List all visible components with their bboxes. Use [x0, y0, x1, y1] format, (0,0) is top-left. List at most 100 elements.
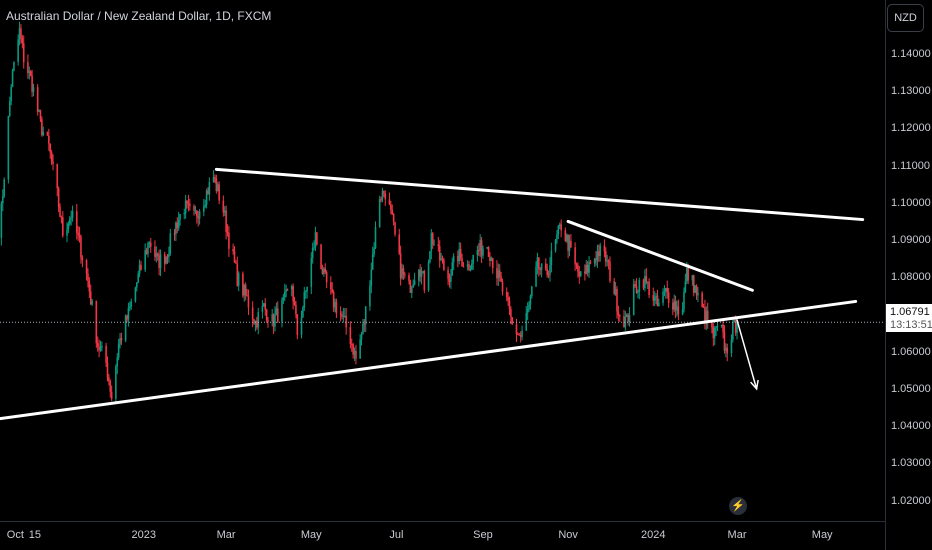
- candle-body: [733, 319, 736, 323]
- candle-body: [98, 346, 100, 351]
- candle-body: [554, 239, 557, 251]
- candle-body: [574, 247, 576, 264]
- candle-body: [144, 250, 146, 270]
- candle-body: [595, 258, 597, 261]
- candle-body: [78, 234, 81, 238]
- candle-body: [497, 270, 500, 279]
- candle-body: [685, 267, 688, 282]
- candle-body: [567, 234, 569, 251]
- candle-body: [134, 287, 137, 302]
- candle-body: [283, 291, 286, 298]
- candle-body: [538, 257, 540, 270]
- candle-body: [394, 222, 396, 235]
- candle-body: [665, 287, 667, 291]
- candle-body: [29, 71, 32, 76]
- candle-body: [323, 268, 325, 274]
- candle-body: [486, 247, 488, 249]
- candle-body: [310, 258, 313, 287]
- candle-body: [402, 268, 405, 275]
- candle-body: [300, 317, 303, 335]
- candle-body: [498, 270, 501, 278]
- candle-body: [609, 262, 611, 282]
- candle-body: [175, 222, 177, 235]
- candle-body: [196, 210, 198, 217]
- candle-body: [704, 307, 706, 323]
- candle-body: [558, 224, 561, 226]
- candle-body: [124, 315, 127, 341]
- x-tick-label: Jul: [389, 529, 404, 541]
- candle-body: [311, 248, 314, 259]
- candle-body: [71, 211, 74, 218]
- candle-body: [70, 217, 72, 219]
- candle-body: [673, 301, 676, 310]
- candle-body: [505, 291, 508, 297]
- candle-body: [544, 263, 547, 269]
- candle-body: [194, 210, 197, 212]
- candle-body: [451, 262, 454, 276]
- candle-body: [296, 314, 299, 335]
- candle-body: [725, 347, 727, 351]
- candle-body: [302, 307, 304, 318]
- candle-body: [546, 268, 548, 275]
- candle-body: [585, 264, 588, 274]
- candle-body: [500, 277, 502, 282]
- candle-body: [469, 269, 472, 271]
- candle-body: [359, 339, 361, 359]
- currency-badge[interactable]: NZD: [887, 4, 924, 32]
- candle-body: [653, 296, 656, 301]
- candle-body: [437, 244, 440, 247]
- candle-body: [429, 251, 431, 263]
- candle-body: [274, 314, 276, 327]
- x-tick-label: 15: [28, 529, 42, 541]
- candle-body: [214, 176, 216, 179]
- candle-body: [316, 232, 318, 245]
- candle-body: [41, 119, 43, 136]
- candle-body: [528, 304, 530, 310]
- candle-body: [49, 143, 52, 153]
- x-tick-label: Mar: [727, 529, 747, 541]
- candle-body: [140, 264, 142, 270]
- candle-body: [334, 301, 336, 308]
- candle-body: [115, 366, 117, 399]
- candle-body: [332, 292, 335, 308]
- candle-body: [635, 286, 638, 293]
- candle-body: [448, 278, 451, 282]
- candle-body: [183, 213, 186, 215]
- candle-body: [383, 190, 385, 194]
- candle-body: [618, 315, 621, 317]
- candle-body: [189, 204, 191, 207]
- lightning-icon[interactable]: ⚡: [729, 497, 747, 515]
- candle-body: [101, 345, 103, 348]
- trendline-short-resistance: [566, 219, 754, 292]
- candle-body: [251, 307, 254, 320]
- symbol-title[interactable]: Australian Dollar / New Zealand Dollar, …: [6, 9, 272, 23]
- x-tick-label: Sep: [473, 529, 493, 541]
- candle-body: [341, 314, 343, 317]
- candle-body: [687, 267, 689, 281]
- candle-body: [378, 199, 381, 228]
- candle-body: [335, 301, 338, 314]
- candle-body: [518, 334, 521, 336]
- candle-body: [149, 242, 152, 247]
- y-tick-label: 1.11000: [891, 159, 930, 172]
- y-tick-label: 1.14000: [891, 47, 931, 60]
- y-tick-label: 1.13000: [891, 85, 931, 98]
- candle-body: [324, 268, 327, 273]
- candle-body: [479, 240, 481, 251]
- candle-body: [684, 281, 687, 292]
- candle-body: [712, 327, 715, 339]
- candle-body: [48, 135, 50, 144]
- candle-body: [232, 248, 234, 252]
- candle-body: [550, 250, 553, 266]
- candle-body: [482, 248, 484, 256]
- candle-body: [722, 324, 724, 333]
- candle-body: [203, 206, 205, 212]
- candle-body: [586, 264, 589, 273]
- candle-body: [417, 269, 420, 281]
- candle-body: [623, 316, 625, 328]
- candle-body: [508, 300, 511, 310]
- candle-body: [579, 271, 582, 277]
- candle-body: [711, 321, 713, 328]
- candle-body: [85, 260, 88, 274]
